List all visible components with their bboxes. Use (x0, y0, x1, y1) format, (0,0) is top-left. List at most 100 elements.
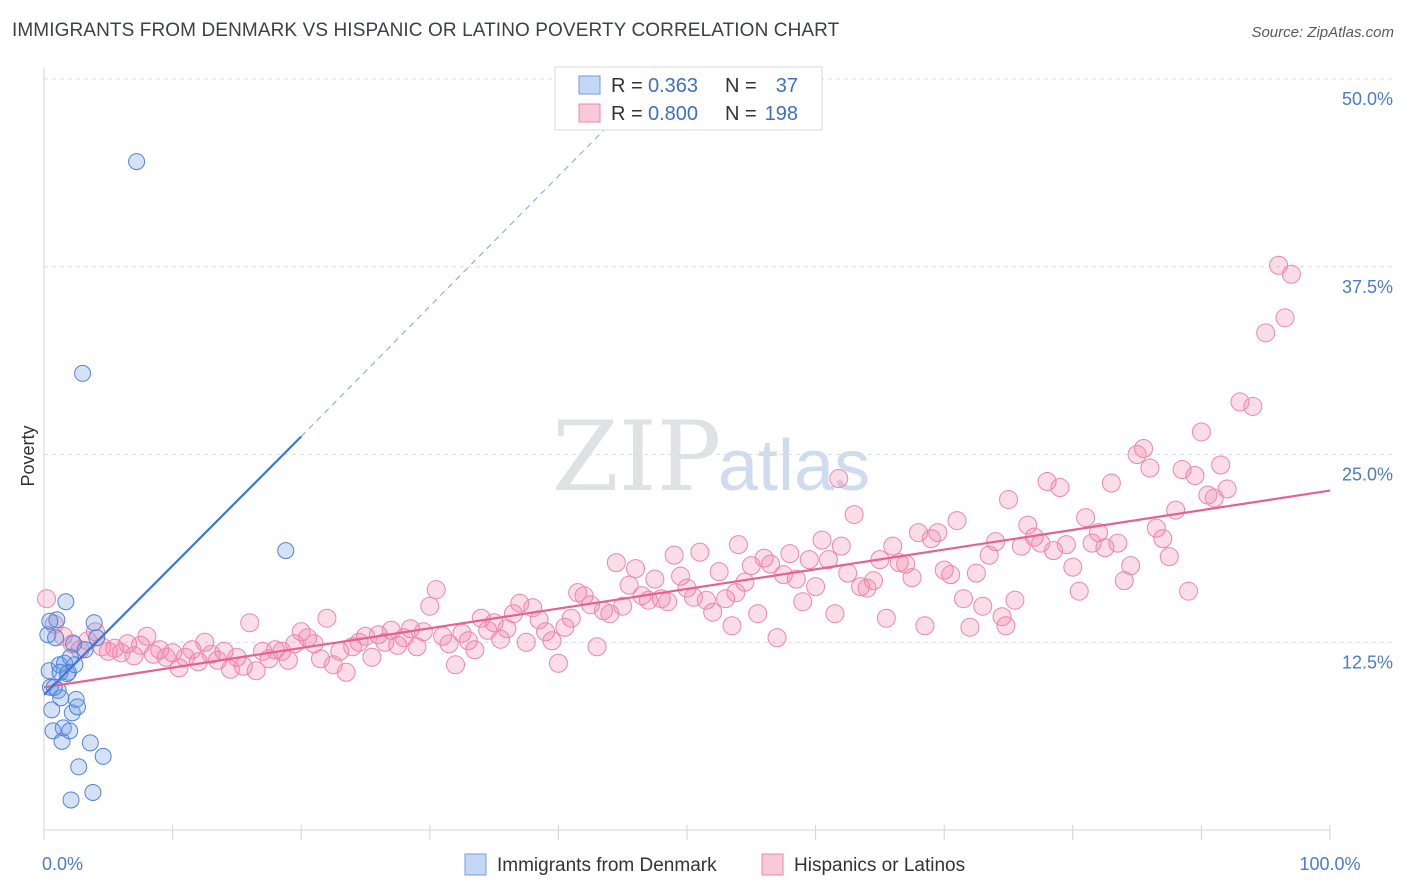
trend-line-denmark-extension (300, 123, 611, 437)
data-point-hispanic (446, 655, 466, 675)
data-point-denmark (41, 612, 59, 630)
data-point-hispanic (401, 619, 421, 639)
data-point-hispanic (812, 530, 832, 550)
data-point-hispanic (767, 628, 787, 648)
data-point-hispanic (150, 640, 170, 660)
data-point-hispanic (240, 613, 260, 633)
trend-lines (43, 123, 1331, 696)
data-point-hispanic (1166, 500, 1186, 520)
data-point-hispanic (1082, 533, 1102, 553)
data-point-denmark (94, 747, 112, 765)
data-point-denmark (62, 791, 80, 809)
x-ticks (43, 825, 1331, 840)
data-point-hispanic (1121, 556, 1141, 576)
data-point-hispanic (1018, 515, 1038, 535)
data-point-denmark (88, 629, 106, 647)
data-point-hispanic (844, 505, 864, 525)
data-point-hispanic (1275, 308, 1295, 328)
data-point-hispanic (786, 569, 806, 589)
data-point-hispanic (947, 511, 967, 531)
data-point-hispanic (960, 617, 980, 637)
data-point-hispanic (619, 575, 639, 595)
series-legend-swatch-denmark (464, 853, 487, 876)
data-point-hispanic (857, 578, 877, 598)
data-point-hispanic (1185, 466, 1205, 486)
legend-r-label-1: R = (611, 75, 643, 97)
data-point-hispanic (195, 632, 215, 652)
y-tick-label: 37.5% (1342, 277, 1393, 297)
data-point-hispanic (613, 596, 633, 616)
data-point-hispanic (1217, 479, 1237, 499)
data-point-hispanic (876, 608, 896, 628)
data-point-hispanic (838, 563, 858, 583)
legend-r-value-1: 0.363 (648, 75, 698, 97)
data-point-hispanic (220, 659, 240, 679)
data-point-hispanic (941, 565, 961, 585)
legend-n-value-1: 37 (776, 75, 798, 97)
data-point-hispanic (1191, 422, 1211, 442)
data-point-hispanic (999, 490, 1018, 510)
data-point-hispanic (716, 589, 736, 609)
data-point-hispanic (953, 589, 973, 609)
data-point-denmark (76, 641, 94, 659)
data-point-hispanic (690, 542, 710, 562)
data-point-hispanic (902, 568, 922, 588)
data-point-hispanic (626, 559, 646, 579)
data-point-hispanic (375, 632, 395, 652)
data-point-denmark (57, 593, 75, 611)
data-point-denmark (128, 153, 146, 171)
series-legend-swatch-hispanic (761, 853, 784, 876)
data-point-hispanic (863, 571, 883, 591)
data-point-hispanic (124, 646, 144, 666)
data-point-hispanic (465, 640, 485, 660)
data-point-denmark (48, 611, 66, 629)
data-point-hispanic (1243, 396, 1263, 416)
series-hispanics-or-latinos (37, 255, 1301, 682)
watermark-zip: ZIP (552, 401, 721, 513)
data-point-hispanic (825, 604, 845, 624)
data-point-hispanic (426, 580, 446, 600)
data-point-hispanic (928, 523, 948, 543)
legend-r-label-2: R = (611, 103, 643, 125)
data-point-denmark (70, 758, 88, 776)
trend-line-hispanic (43, 489, 1331, 689)
legend-n-value-2: 198 (765, 103, 798, 125)
data-point-hispanic (317, 608, 337, 628)
data-point-hispanic (1044, 541, 1064, 561)
data-point-denmark (74, 364, 92, 382)
data-point-hispanic (1063, 557, 1083, 577)
data-point-denmark (68, 698, 86, 716)
data-point-hispanic (1134, 438, 1154, 458)
data-point-hispanic (851, 577, 871, 597)
data-point-hispanic (1172, 460, 1192, 480)
data-point-hispanic (413, 622, 433, 642)
data-point-hispanic (37, 589, 57, 609)
series-immigrants-from-denmark (39, 153, 295, 809)
watermark-atlas: atlas (718, 426, 870, 506)
data-point-hispanic (1153, 529, 1173, 549)
legend-swatch-blue (578, 75, 601, 95)
data-point-hispanic (420, 596, 440, 616)
data-point-hispanic (806, 577, 826, 597)
data-point-hispanic (1037, 472, 1057, 492)
data-point-hispanic (587, 637, 607, 657)
data-point-denmark (81, 734, 99, 752)
data-point-hispanic (548, 653, 568, 673)
data-point-hispanic (818, 550, 838, 570)
data-point-hispanic (1256, 323, 1276, 343)
data-point-hispanic (1050, 478, 1070, 498)
data-point-denmark (61, 648, 79, 666)
data-point-denmark (277, 542, 295, 560)
data-point-hispanic (1179, 581, 1199, 601)
legend-r-value-2: 0.800 (648, 103, 698, 125)
data-point-hispanic (388, 635, 408, 655)
data-point-hispanic (966, 563, 986, 583)
data-point-hispanic (362, 647, 382, 667)
data-point-hispanic (780, 544, 800, 564)
data-point-denmark (40, 662, 58, 680)
data-point-hispanic (1230, 392, 1250, 412)
series-legend-label-hispanic: Hispanics or Latinos (794, 855, 965, 876)
legend-n-label-1: N = (725, 75, 757, 97)
data-point-hispanic (793, 592, 813, 612)
